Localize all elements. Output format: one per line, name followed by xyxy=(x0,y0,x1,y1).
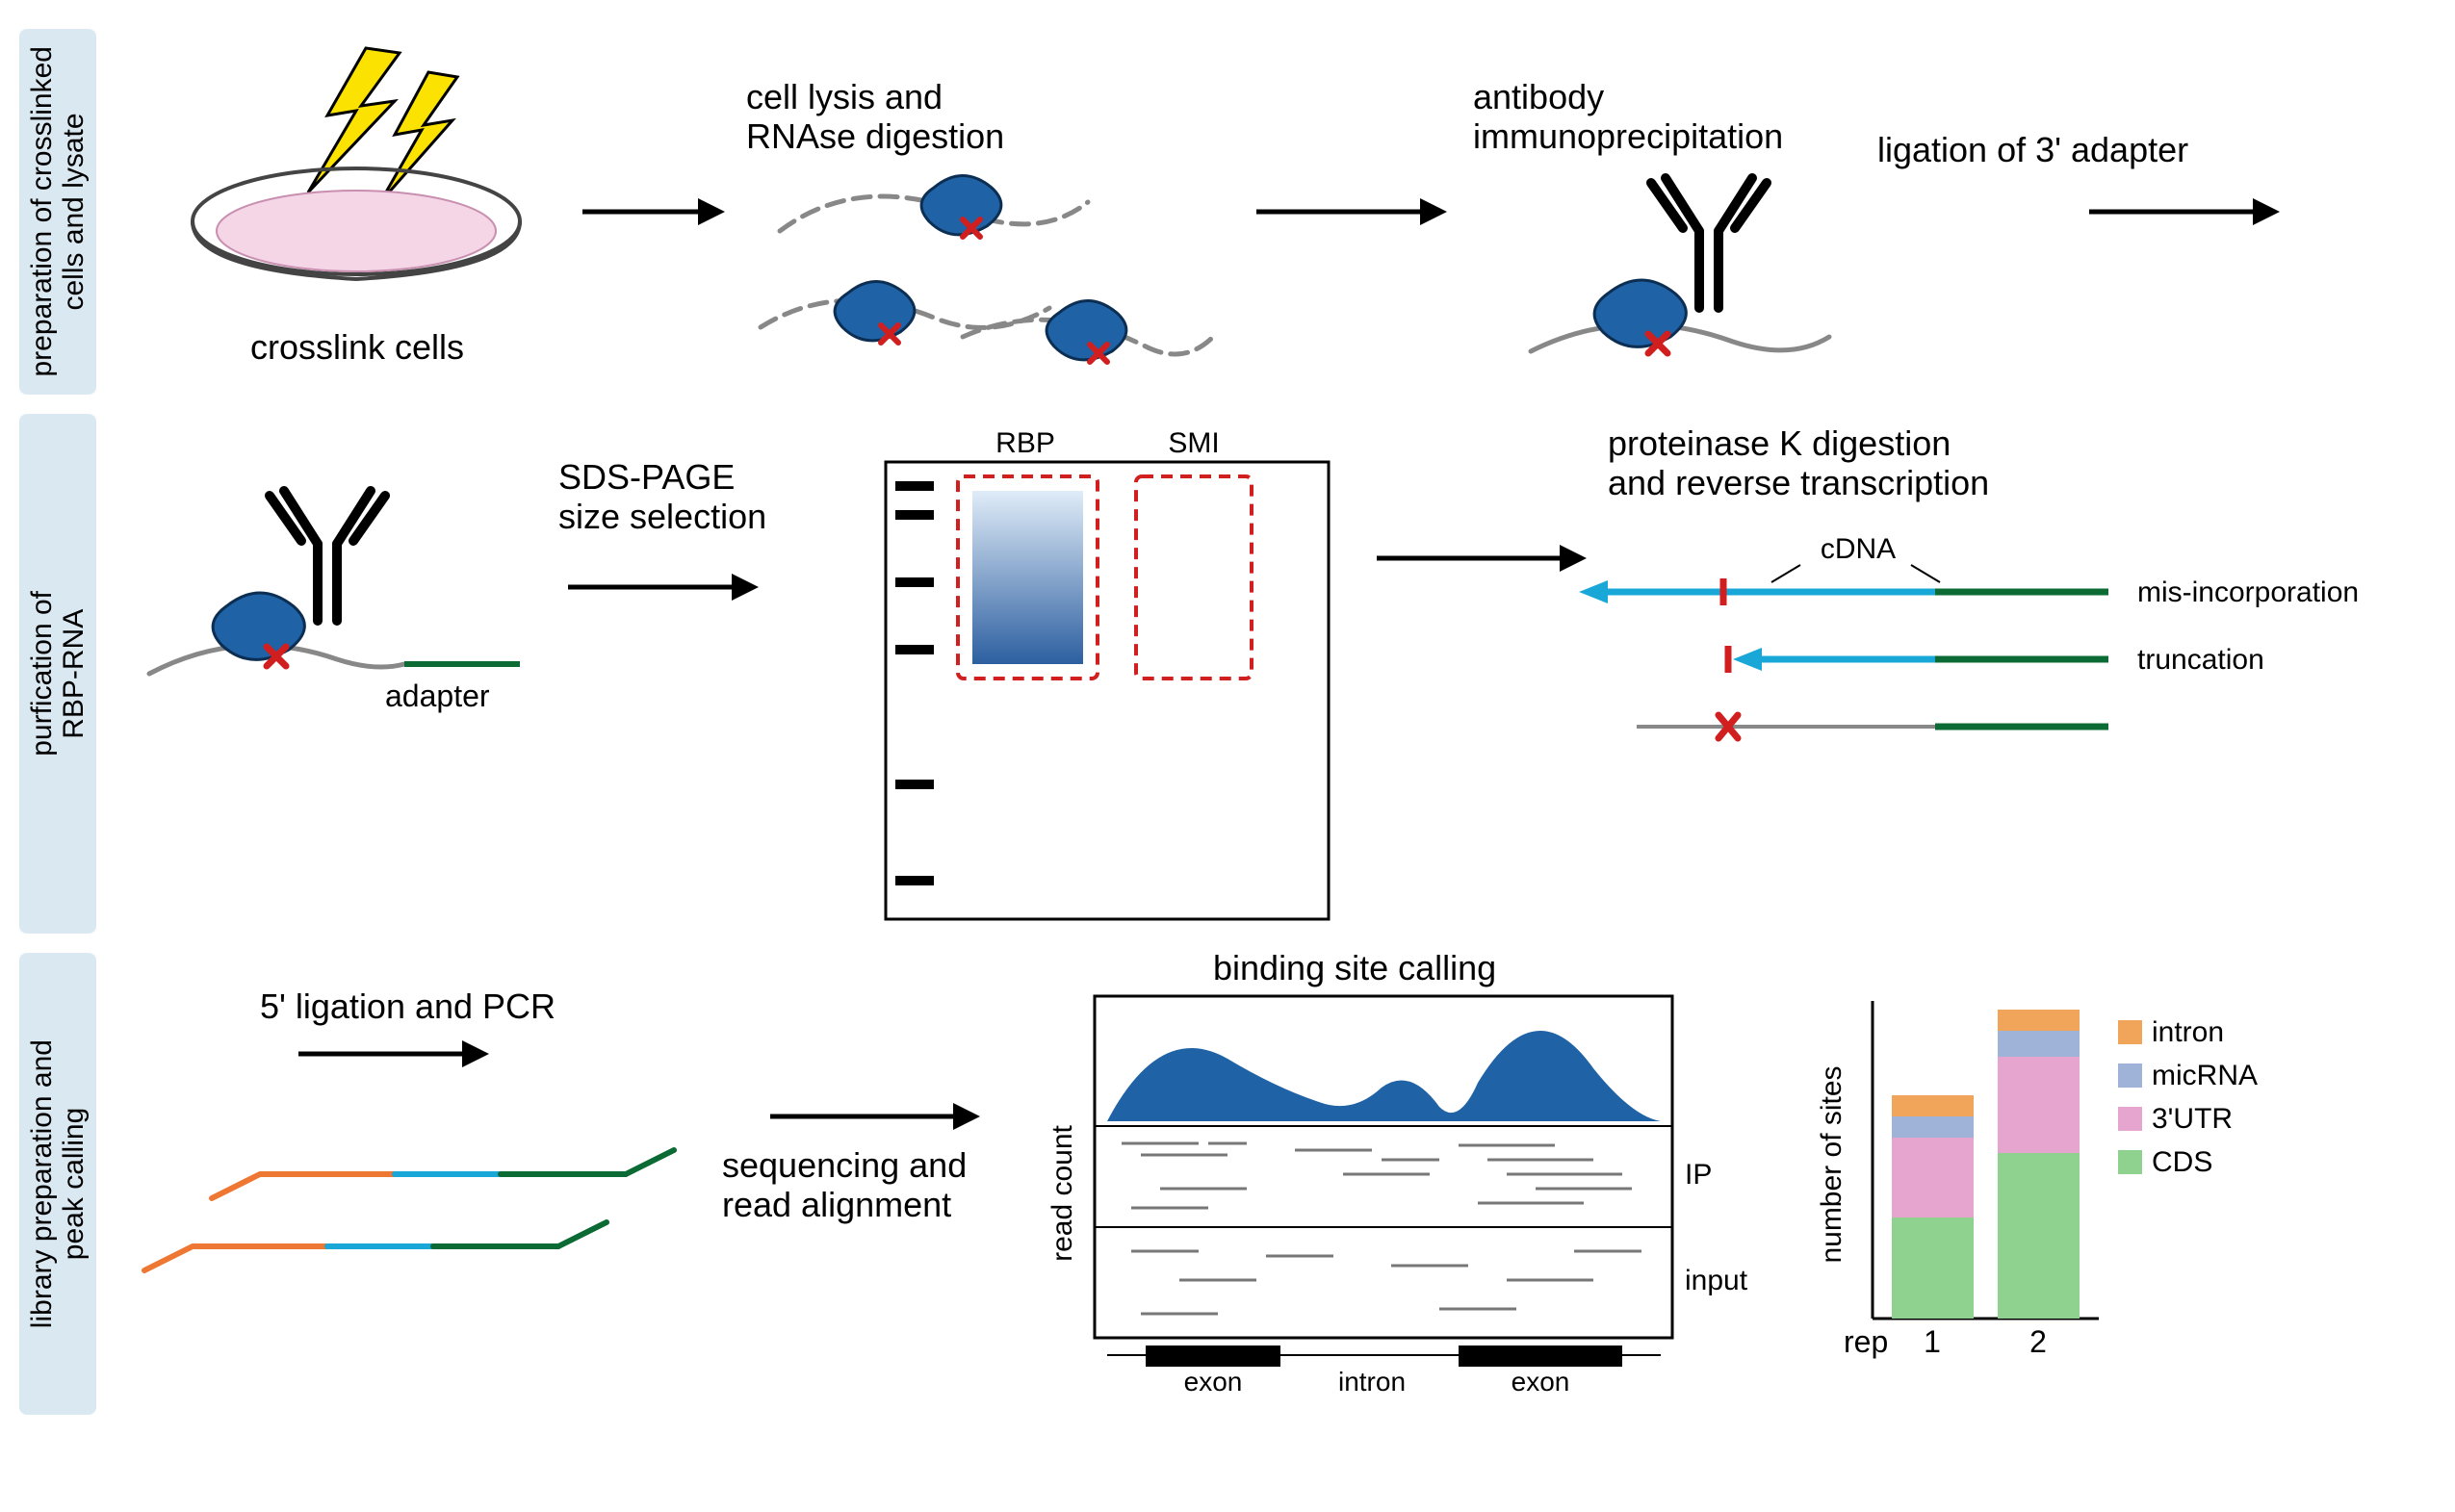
arrow-icon xyxy=(1256,192,1449,231)
side-label-row2-text: purfication ofRBP-RNA xyxy=(26,591,90,756)
petri-dish-icon xyxy=(183,48,549,318)
arrow-icon xyxy=(770,1097,982,1136)
pcr-product-icon xyxy=(125,1155,722,1319)
svg-text:1: 1 xyxy=(1924,1324,1941,1359)
antibody-ip-label: antibodyimmunoprecipitation xyxy=(1473,77,1783,157)
svg-text:intron: intron xyxy=(1338,1367,1406,1397)
crosslink-cells-label: crosslink cells xyxy=(250,327,464,367)
svg-text:rep: rep xyxy=(1844,1324,1888,1359)
cell-lysis-label: cell lysis andRNAse digestion xyxy=(746,77,1004,157)
side-label-row3-text: library preparation andpeak calling xyxy=(26,1039,90,1328)
antibody-rbp-icon xyxy=(1512,168,1848,390)
svg-text:read count: read count xyxy=(1047,1124,1078,1261)
svg-text:mis-incorporation: mis-incorporation xyxy=(2137,577,2359,608)
svg-text:number of sites: number of sites xyxy=(1816,1065,1848,1263)
arrow-icon xyxy=(298,1035,491,1073)
svg-text:truncation: truncation xyxy=(2137,644,2264,676)
rna-rbp-fragments-icon xyxy=(741,164,1223,395)
side-label-row3: library preparation andpeak calling xyxy=(19,953,96,1415)
bar-rep1 xyxy=(1892,1095,1974,1319)
svg-text:IP: IP xyxy=(1685,1159,1712,1191)
stacked-bar-chart: number of sites rep 1 xyxy=(1820,972,2397,1376)
svg-text:exon: exon xyxy=(1512,1367,1570,1397)
sds-page-label: SDS-PAGEsize selection xyxy=(558,457,766,537)
side-label-row2: purfication ofRBP-RNA xyxy=(19,414,96,934)
protk-label: proteinase K digestionand reverse transc… xyxy=(1608,423,1989,503)
row1-content: crosslink cells cell lysis andRNAse dige… xyxy=(106,19,2436,404)
svg-text:2: 2 xyxy=(2029,1324,2047,1359)
side-label-row1-text: preparation of crosslinkedcells and lysa… xyxy=(26,46,90,377)
svg-text:exon: exon xyxy=(1184,1367,1243,1397)
arrow-icon xyxy=(2089,192,2282,231)
cdna-diagram-icon: cDNA mis-incorporation truncation xyxy=(1550,534,2388,784)
sequencing-label: sequencing andread alignment xyxy=(722,1145,967,1225)
row-purification: purfication ofRBP-RNA xyxy=(19,404,2436,943)
binding-title: binding site calling xyxy=(1213,948,1496,987)
row3-content: 5' ligation and PCR xyxy=(106,943,2436,1424)
row2-content: adapter SDS-PAGEsize selection RBP SMI xyxy=(106,404,2436,943)
svg-text:CDS: CDS xyxy=(2152,1146,2212,1178)
gel-smi-label: SMI xyxy=(1168,427,1219,459)
gel-rbp-label: RBP xyxy=(995,427,1055,459)
arrow-icon xyxy=(568,568,761,606)
binding-panel-icon: read count IP xyxy=(1054,991,1767,1396)
clip-workflow-diagram: preparation of crosslinkedcells and lysa… xyxy=(19,19,2436,1493)
row-preparation: preparation of crosslinkedcells and lysa… xyxy=(19,19,2436,404)
gel-icon: RBP SMI xyxy=(838,428,1338,929)
ligation-pcr-label: 5' ligation and PCR xyxy=(260,987,556,1026)
ligation-3prime-label: ligation of 3' adapter xyxy=(1877,130,2188,169)
adapter-label: adapter xyxy=(385,679,490,714)
row-library: library preparation andpeak calling 5' l… xyxy=(19,943,2436,1424)
svg-text:input: input xyxy=(1685,1265,1748,1296)
side-label-row1: preparation of crosslinkedcells and lysa… xyxy=(19,29,96,395)
svg-text:micRNA: micRNA xyxy=(2152,1060,2258,1091)
bar-rep2 xyxy=(1998,1010,2080,1319)
svg-text:3'UTR: 3'UTR xyxy=(2152,1103,2233,1135)
svg-text:intron: intron xyxy=(2152,1016,2224,1048)
arrow-icon xyxy=(582,192,727,231)
svg-text:cDNA: cDNA xyxy=(1821,533,1896,565)
